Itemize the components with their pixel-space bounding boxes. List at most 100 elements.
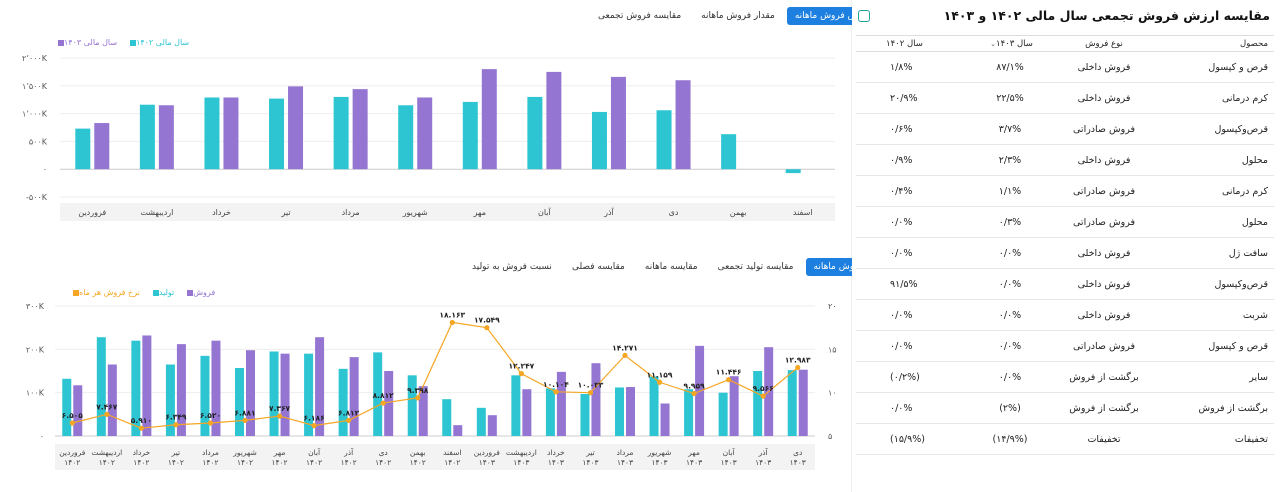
- sales-rate-point: [346, 417, 352, 423]
- bar-1403: [352, 89, 368, 170]
- bar-sales: [107, 364, 117, 436]
- sales-rate-point: [726, 377, 732, 383]
- bar-production: [787, 370, 797, 436]
- table-row: شربت فروش داخلی ۰/۰% ۰/۰%: [856, 299, 1274, 331]
- cell-product: قرص و کپسول: [1156, 330, 1274, 362]
- x-year-label: ۱۴۰۲: [168, 458, 184, 467]
- bar-sales: [73, 385, 83, 436]
- bar-sales: [315, 337, 325, 436]
- sales-rate-point: [587, 390, 594, 396]
- cell-product: سافت ژل: [1156, 237, 1274, 269]
- sales-rate-point: [795, 364, 801, 371]
- x-year-label: ۱۴۰۲: [375, 458, 391, 467]
- legend-item-sales[interactable]: فروش: [184, 288, 215, 297]
- cell-sale-type: فروش داخلی: [1052, 82, 1156, 114]
- cell-year-1402: ۰/۰%: [856, 299, 968, 331]
- sales-rate-label: ۹.۳۹۸: [407, 386, 429, 395]
- tab-monthly-comparison[interactable]: مقایسه ماهانه: [644, 262, 698, 272]
- y-tick-label: ۰: [43, 165, 47, 174]
- header-year-1402[interactable]: سال ۱۴۰۲: [856, 35, 968, 52]
- bar-1402: [721, 134, 737, 170]
- top-chart-legend: سال مالی ۱۴۰۳ سال مالی ۱۴۰۲: [55, 38, 189, 47]
- bar-production: [649, 376, 659, 436]
- bar-1403: [546, 71, 562, 170]
- bar-1403: [610, 76, 626, 170]
- x-year-label: ۱۴۰۳: [651, 458, 667, 467]
- cell-year-1402: (۱۵/۹%): [856, 423, 968, 455]
- bar-production: [545, 388, 555, 436]
- x-category-label: مهر: [473, 208, 486, 217]
- y-tick-label: ۲٬۰۰۰K: [22, 54, 48, 63]
- x-year-label: ۱۴۰۲: [341, 458, 357, 467]
- x-month-label: مرداد: [617, 448, 634, 457]
- legend-item-1403[interactable]: سال مالی ۱۴۰۳: [55, 38, 117, 47]
- legend-item-sales-rate[interactable]: نرخ فروش هر ماه: [70, 288, 140, 297]
- sales-rate-point: [553, 389, 559, 395]
- cell-year-1402: ۱/۸%: [856, 51, 968, 83]
- sort-desc-icon[interactable]: ⌄: [990, 39, 996, 48]
- x-month-label: شهریور: [647, 448, 671, 457]
- table-row: قرص‌وکپسول فروش داخلی ۰/۰% ۹۱/۵%: [856, 268, 1274, 300]
- bar-production: [373, 352, 383, 436]
- sales-rate-label: ۷.۴۶۷: [96, 402, 118, 411]
- sales-rate-label: ۶.۱۸۶: [304, 414, 325, 423]
- sales-rate-point: [138, 425, 144, 431]
- cell-year-1402: (۰/۲%): [856, 361, 968, 393]
- bar-1402: [462, 101, 478, 170]
- x-month-label: آذر: [758, 447, 769, 457]
- cell-sale-type: فروش داخلی: [1052, 144, 1156, 176]
- sales-rate-label: ۶.۵۲۰: [200, 411, 221, 420]
- cell-year-1402: ۰/۰%: [856, 206, 968, 238]
- bar-production: [615, 387, 624, 436]
- bar-production: [407, 375, 417, 436]
- bar-production: [338, 368, 348, 436]
- bar-production: [62, 378, 72, 436]
- tab-cumulative-sales-comparison[interactable]: مقایسه فروش تجمعی: [598, 11, 682, 21]
- bar-1403: [675, 80, 691, 170]
- cell-sale-type: فروش صادراتی: [1052, 113, 1156, 145]
- bar-sales: [384, 371, 394, 436]
- excel-icon[interactable]: [858, 10, 870, 22]
- header-product[interactable]: محصول: [1156, 35, 1274, 52]
- bar-1403: [94, 123, 110, 170]
- header-year-1403[interactable]: سال ۱۴۰۳⌄: [968, 35, 1052, 52]
- bar-sales: [556, 371, 566, 436]
- table-header-row: محصول نوع فروش سال ۱۴۰۳⌄ سال ۱۴۰۲: [856, 35, 1274, 52]
- bar-production: [165, 364, 175, 436]
- tab-monthly-sales-quantity[interactable]: مقدار فروش ماهانه: [701, 11, 775, 21]
- sales-rate-point: [656, 379, 663, 385]
- sales-rate-point: [449, 319, 455, 326]
- x-year-label: ۱۴۰۲: [306, 458, 322, 467]
- tab-cumulative-production-comparison[interactable]: مقایسه تولید تجمعی: [717, 262, 794, 272]
- cell-year-1402: ۰/۰%: [856, 237, 968, 269]
- x-month-label: مهر: [273, 448, 286, 457]
- header-sale-type[interactable]: نوع فروش: [1052, 35, 1156, 52]
- bar-1402: [527, 96, 543, 170]
- tab-sales-to-production-ratio[interactable]: نسبت فروش به تولید: [472, 262, 552, 272]
- sales-rate-point: [415, 395, 421, 401]
- cell-sale-type: برگشت از فروش: [1052, 361, 1156, 393]
- table-title: مقایسه ارزش فروش تجمعی سال مالی ۱۴۰۲ و ۱…: [943, 8, 1270, 23]
- bar-production: [200, 355, 210, 436]
- x-year-label: ۱۴۰۲: [202, 458, 218, 467]
- x-month-label: دی: [379, 448, 388, 457]
- x-month-label: دی: [793, 448, 802, 457]
- x-month-label: اردیبهشت: [91, 448, 122, 457]
- sales-rate-label: ۱۲.۲۴۷: [508, 362, 534, 371]
- tab-seasonal-comparison[interactable]: مقایسه فصلی: [571, 262, 625, 272]
- sales-rate-point: [518, 371, 524, 377]
- bar-1403: [158, 105, 174, 170]
- x-category-label: آبان: [538, 207, 552, 217]
- sales-rate-label: ۱۴.۲۷۱: [612, 343, 638, 352]
- bar-1402: [75, 128, 91, 170]
- legend-item-production[interactable]: تولید: [150, 288, 174, 297]
- x-axis-band: [55, 444, 815, 470]
- table-row: محلول فروش صادراتی ۰/۳% ۰/۰%: [856, 206, 1274, 238]
- cell-year-1403: ۰/۰%: [968, 330, 1052, 362]
- y-tick-label: ۵۰۰K: [29, 137, 48, 146]
- sales-rate-point: [622, 352, 628, 358]
- sales-rate-point: [311, 423, 317, 429]
- legend-item-1402[interactable]: سال مالی ۱۴۰۲: [127, 38, 189, 47]
- sales-rate-label: ۱۸.۱۶۳: [439, 310, 465, 319]
- charts-panel: مقایسه فروش تجمعی مقدار فروش ماهانه ارزش…: [22, 0, 878, 492]
